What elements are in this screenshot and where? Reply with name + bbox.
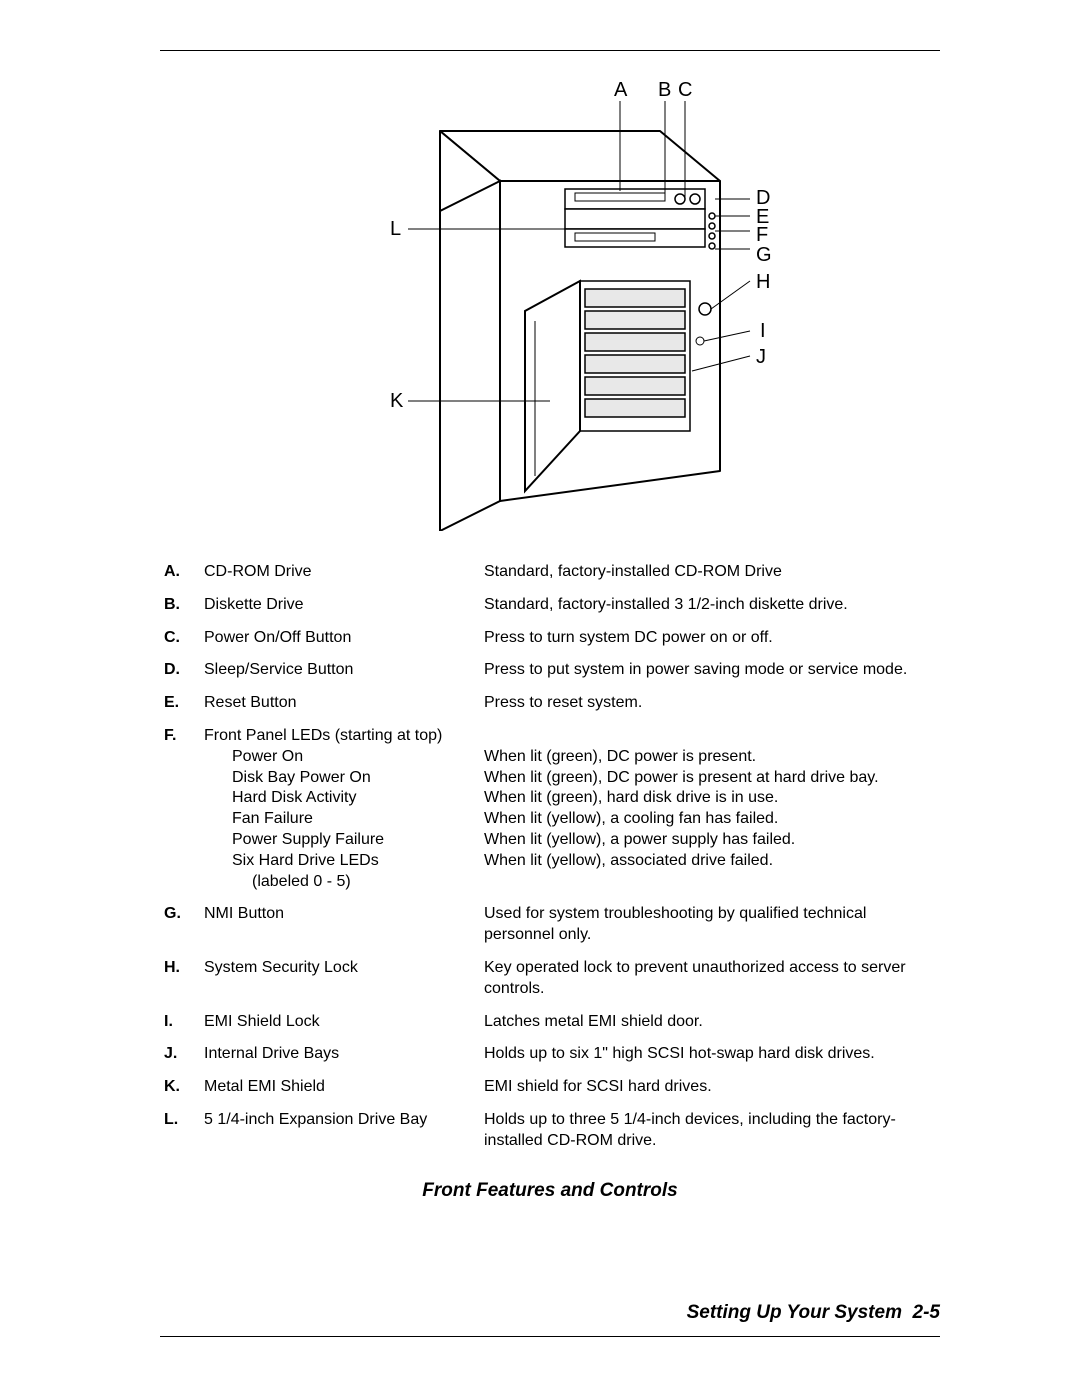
row-desc: Standard, factory-installed 3 1/2-inch d… [480, 589, 940, 622]
row-desc: Press to reset system. [480, 687, 940, 720]
row-letter: F. [160, 720, 200, 898]
row-desc: Press to put system in power saving mode… [480, 654, 940, 687]
row-letter: H. [160, 952, 200, 1006]
row-letter: E. [160, 687, 200, 720]
row-name: CD-ROM Drive [200, 556, 480, 589]
row-subname: Power Supply Failure [204, 830, 476, 851]
diagram-container: A B C D E F G H I J K L [160, 51, 940, 556]
label-K: K [390, 390, 404, 412]
table-row: J. Internal Drive Bays Holds up to six 1… [160, 1038, 940, 1071]
table-row: I. EMI Shield Lock Latches metal EMI shi… [160, 1006, 940, 1039]
row-subname: Six Hard Drive LEDs [204, 851, 476, 872]
row-desc: Standard, factory-installed CD-ROM Drive [480, 556, 940, 589]
page-footer: Setting Up Your System 2-5 [687, 1302, 940, 1324]
table-row: F. Front Panel LEDs (starting at top) Po… [160, 720, 940, 898]
page-content: A B C D E F G H I J K L A. CD-ROM Drive … [160, 50, 940, 1337]
label-I: I [760, 320, 766, 342]
label-G: G [756, 244, 772, 266]
table-row: H. System Security Lock Key operated loc… [160, 952, 940, 1006]
row-name: EMI Shield Lock [200, 1006, 480, 1039]
row-letter: B. [160, 589, 200, 622]
row-letter: L. [160, 1104, 200, 1158]
row-name: Power On/Off Button [200, 622, 480, 655]
row-letter: K. [160, 1071, 200, 1104]
table-row: E. Reset Button Press to reset system. [160, 687, 940, 720]
row-subname-extra: (labeled 0 - 5) [204, 872, 476, 893]
table-row: K. Metal EMI Shield EMI shield for SCSI … [160, 1071, 940, 1104]
row-subname: Disk Bay Power On [204, 768, 476, 789]
table-row: B. Diskette Drive Standard, factory-inst… [160, 589, 940, 622]
row-subname: Power On [204, 747, 476, 768]
row-subname: Fan Failure [204, 809, 476, 830]
row-desc: Latches metal EMI shield door. [480, 1006, 940, 1039]
row-name: Diskette Drive [200, 589, 480, 622]
label-C: C [678, 79, 692, 101]
row-subname: Hard Disk Activity [204, 788, 476, 809]
row-name-main: Front Panel LEDs (starting at top) [204, 727, 442, 744]
row-letter: A. [160, 556, 200, 589]
feature-table: A. CD-ROM Drive Standard, factory-instal… [160, 556, 940, 1158]
table-row: A. CD-ROM Drive Standard, factory-instal… [160, 556, 940, 589]
row-name: System Security Lock [200, 952, 480, 1006]
row-desc: Press to turn system DC power on or off. [480, 622, 940, 655]
footer-page: 2-5 [913, 1302, 940, 1323]
row-name: 5 1/4-inch Expansion Drive Bay [200, 1104, 480, 1158]
row-desc: Holds up to six 1" high SCSI hot-swap ha… [480, 1038, 940, 1071]
row-desc: Key operated lock to prevent unauthorize… [480, 952, 940, 1006]
row-desc: Used for system troubleshooting by quali… [480, 898, 940, 952]
row-letter: D. [160, 654, 200, 687]
row-subdesc: When lit (yellow), associated drive fail… [484, 851, 936, 872]
label-F: F [756, 224, 768, 246]
row-subdesc: When lit (green), hard disk drive is in … [484, 788, 936, 809]
row-letter: I. [160, 1006, 200, 1039]
table-row: D. Sleep/Service Button Press to put sys… [160, 654, 940, 687]
row-desc: Holds up to three 5 1/4-inch devices, in… [480, 1104, 940, 1158]
footer-title: Setting Up Your System [687, 1302, 902, 1323]
row-name: Internal Drive Bays [200, 1038, 480, 1071]
row-name: Reset Button [200, 687, 480, 720]
row-name: Sleep/Service Button [200, 654, 480, 687]
row-letter: G. [160, 898, 200, 952]
row-desc: When lit (green), DC power is present. W… [480, 720, 940, 898]
row-subdesc: When lit (yellow), a cooling fan has fai… [484, 809, 936, 830]
row-subdesc: When lit (green), DC power is present. [484, 747, 936, 768]
label-J: J [756, 346, 766, 368]
label-A: A [614, 79, 628, 101]
tower-diagram: A B C D E F G H I J K L [320, 71, 780, 531]
row-name: NMI Button [200, 898, 480, 952]
label-H: H [756, 271, 770, 293]
figure-caption: Front Features and Controls [160, 1180, 940, 1202]
row-desc: EMI shield for SCSI hard drives. [480, 1071, 940, 1104]
table-row: L. 5 1/4-inch Expansion Drive Bay Holds … [160, 1104, 940, 1158]
row-name: Metal EMI Shield [200, 1071, 480, 1104]
row-subdesc: When lit (yellow), a power supply has fa… [484, 830, 936, 851]
label-L: L [390, 218, 401, 240]
row-subdesc: When lit (green), DC power is present at… [484, 768, 936, 789]
row-letter: C. [160, 622, 200, 655]
row-letter: J. [160, 1038, 200, 1071]
label-B: B [658, 79, 671, 101]
table-row: C. Power On/Off Button Press to turn sys… [160, 622, 940, 655]
table-row: G. NMI Button Used for system troublesho… [160, 898, 940, 952]
row-name: Front Panel LEDs (starting at top) Power… [200, 720, 480, 898]
